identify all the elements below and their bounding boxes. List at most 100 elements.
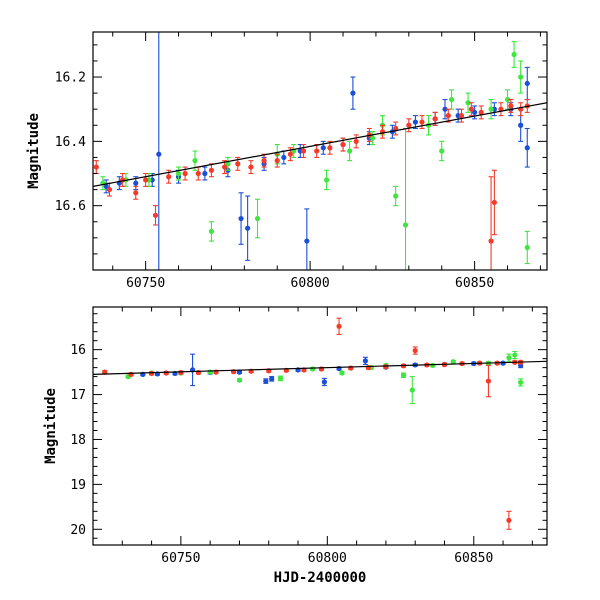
marker: [148, 370, 155, 377]
marker: [248, 164, 254, 170]
data-point-green: [524, 230, 530, 265]
marker: [238, 215, 244, 222]
axis-ticks: 60750 60800 60850 16.2 16.4 16.6: [55, 32, 547, 291]
marker: [506, 355, 512, 361]
marker: [518, 122, 524, 128]
marker: [287, 151, 293, 157]
data-point-green: [175, 166, 182, 181]
marker: [261, 158, 267, 164]
data-point-blue: [304, 208, 310, 270]
marker: [465, 100, 471, 106]
marker: [518, 379, 524, 386]
marker: [491, 199, 497, 206]
data-point-blue: [320, 140, 326, 155]
data-point-red: [128, 371, 134, 377]
data-point-red: [458, 108, 465, 123]
data-point-red: [393, 121, 399, 136]
marker: [269, 376, 275, 382]
data-point-red: [274, 153, 280, 168]
marker: [106, 186, 113, 193]
marker: [504, 96, 511, 103]
marker: [400, 372, 407, 378]
plot-area: [93, 32, 547, 270]
data-point-red: [412, 346, 418, 355]
marker: [370, 135, 376, 141]
marker: [281, 154, 287, 161]
y-tick-label: 19: [70, 478, 86, 493]
marker: [524, 145, 530, 151]
marker: [336, 323, 342, 329]
data-point-green: [504, 89, 511, 110]
red-series: [93, 98, 530, 270]
marker: [166, 174, 172, 180]
data-point-green: [347, 140, 353, 162]
y-tick-label: 16.2: [55, 71, 86, 86]
data-point-blue: [442, 98, 448, 120]
marker: [508, 103, 514, 109]
data-point-red: [498, 102, 504, 117]
marker: [175, 170, 182, 177]
axes-frame: [92, 31, 548, 271]
data-point-green: [339, 370, 345, 376]
marker: [327, 145, 333, 151]
data-point-green: [225, 156, 231, 171]
data-point-red: [178, 369, 184, 376]
axes-frame: [92, 306, 548, 546]
data-point-green: [277, 375, 284, 382]
data-point-blue: [297, 144, 303, 158]
y-axis-label: Magnitude: [26, 113, 42, 189]
data-point-red: [148, 370, 155, 377]
data-point-red: [208, 163, 215, 178]
marker: [318, 366, 325, 372]
data-point-red: [478, 105, 484, 120]
data-point-green: [323, 169, 330, 191]
marker: [524, 244, 530, 251]
marker: [468, 106, 474, 112]
marker: [182, 170, 188, 177]
data-point-red: [383, 364, 389, 370]
marker: [340, 141, 346, 148]
marker: [347, 148, 353, 154]
data-point-green: [448, 89, 455, 110]
marker: [274, 158, 280, 164]
data-point-red: [488, 176, 494, 270]
data-point-green: [310, 366, 316, 372]
data-point-blue: [202, 166, 208, 181]
data-point-green: [439, 140, 445, 162]
marker: [488, 238, 494, 244]
marker: [430, 362, 436, 368]
top-panel-zoomed: 60750 60800 60850 16.2 16.4 16.6 Magnitude: [26, 31, 548, 291]
data-point-red: [353, 134, 359, 149]
marker: [512, 352, 518, 358]
marker: [402, 222, 409, 228]
marker: [245, 225, 251, 231]
data-point-red: [365, 365, 371, 371]
data-point-red: [300, 144, 307, 158]
marker: [323, 177, 330, 183]
x-tick-label: 60850: [455, 276, 494, 291]
marker: [207, 369, 213, 375]
marker: [339, 370, 345, 376]
data-point-red: [518, 102, 524, 117]
data-point-red: [468, 102, 474, 117]
data-point-green: [512, 350, 518, 360]
y-tick-label: 18: [70, 433, 86, 448]
data-point-blue: [156, 32, 162, 270]
red-series: [102, 317, 524, 530]
data-point-green: [465, 92, 471, 113]
bottom-panel-full-range: 60750 60800 60850 16 17 18 19 20 Magnitude HJD-24…: [43, 306, 548, 586]
marker: [348, 365, 354, 371]
marker: [310, 366, 316, 372]
data-point-green: [409, 376, 415, 405]
trend-line: [93, 360, 547, 375]
data-point-blue: [238, 192, 244, 245]
marker: [458, 113, 465, 119]
y-tick-label: 20: [70, 523, 86, 538]
data-point-blue: [472, 105, 478, 120]
marker: [383, 364, 389, 370]
data-point-blue: [281, 150, 287, 165]
marker: [221, 164, 228, 170]
data-point-red: [348, 365, 354, 371]
data-point-green: [506, 353, 512, 362]
data-point-blue: [524, 127, 530, 168]
